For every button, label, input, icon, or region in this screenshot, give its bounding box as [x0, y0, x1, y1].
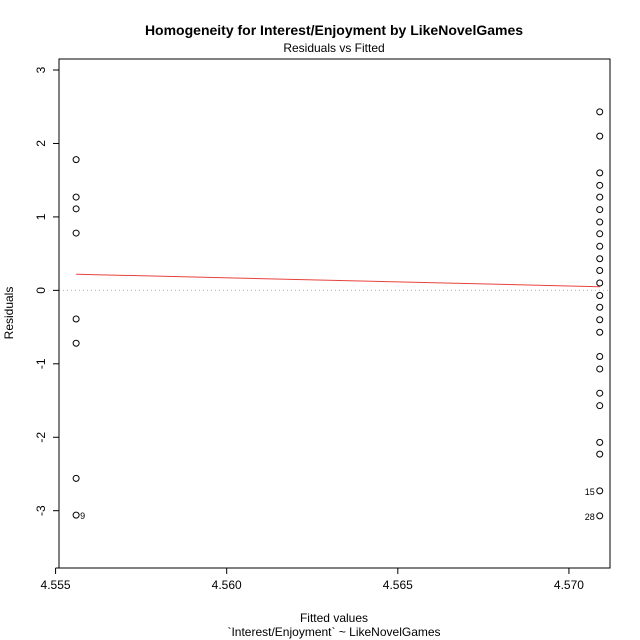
points-layer	[72, 108, 604, 520]
point-label: 28	[585, 512, 595, 522]
data-point	[596, 303, 604, 311]
data-point	[72, 315, 80, 323]
data-point	[596, 132, 604, 140]
point-label: 15	[585, 487, 595, 497]
data-point	[596, 206, 604, 214]
data-point	[596, 365, 604, 373]
y-tick-label: -1	[34, 358, 48, 369]
data-point	[596, 193, 604, 201]
x-axis-label: Fitted values	[300, 611, 368, 625]
data-point	[596, 242, 604, 250]
x-axis-sublabel: `Interest/Enjoyment` ~ LikeNovelGames	[227, 625, 440, 639]
data-point	[596, 230, 604, 238]
data-point	[596, 218, 604, 226]
data-point	[596, 255, 604, 263]
data-point	[72, 205, 80, 213]
y-tick-label: -3	[34, 505, 48, 516]
y-tick-label: 0	[34, 287, 48, 294]
data-point	[596, 389, 604, 397]
data-point	[596, 438, 604, 446]
smooth-layer	[76, 273, 600, 288]
y-axis: -3 -2 -1 0 1 2 3	[34, 66, 60, 516]
data-point	[72, 511, 80, 519]
y-axis-label: Residuals	[2, 287, 16, 340]
data-point	[596, 279, 604, 287]
data-point	[72, 193, 80, 201]
data-point	[596, 512, 604, 520]
data-point	[596, 169, 604, 177]
x-tick-label: 4.560	[212, 578, 242, 592]
data-point	[596, 328, 604, 336]
y-tick-label: 2	[34, 140, 48, 147]
chart-title: Homogeneity for Interest/Enjoyment by Li…	[145, 22, 523, 38]
y-tick-label: -2	[34, 432, 48, 443]
point-labels-layer: 9 15 28	[80, 487, 595, 522]
x-tick-label: 4.565	[383, 578, 413, 592]
data-point	[596, 181, 604, 189]
data-point	[596, 402, 604, 410]
data-point	[72, 474, 80, 482]
y-tick-label: 3	[34, 66, 48, 73]
data-point	[596, 316, 604, 324]
x-tick-label: 4.555	[41, 578, 71, 592]
data-point	[596, 267, 604, 275]
x-tick-label: 4.570	[554, 578, 584, 592]
smooth-line	[76, 273, 600, 288]
data-point	[596, 352, 604, 360]
data-point	[72, 229, 80, 237]
data-point	[72, 339, 80, 347]
x-axis: 4.555 4.560 4.565 4.570	[41, 567, 584, 592]
plot-frame	[58, 58, 611, 569]
data-point	[596, 450, 604, 458]
data-point	[596, 108, 604, 116]
point-label: 9	[80, 511, 85, 521]
data-point	[72, 156, 80, 164]
chart-subtitle: Residuals vs Fitted	[283, 41, 384, 55]
data-point	[596, 292, 604, 300]
y-tick-label: 1	[34, 213, 48, 220]
data-point	[596, 487, 604, 495]
